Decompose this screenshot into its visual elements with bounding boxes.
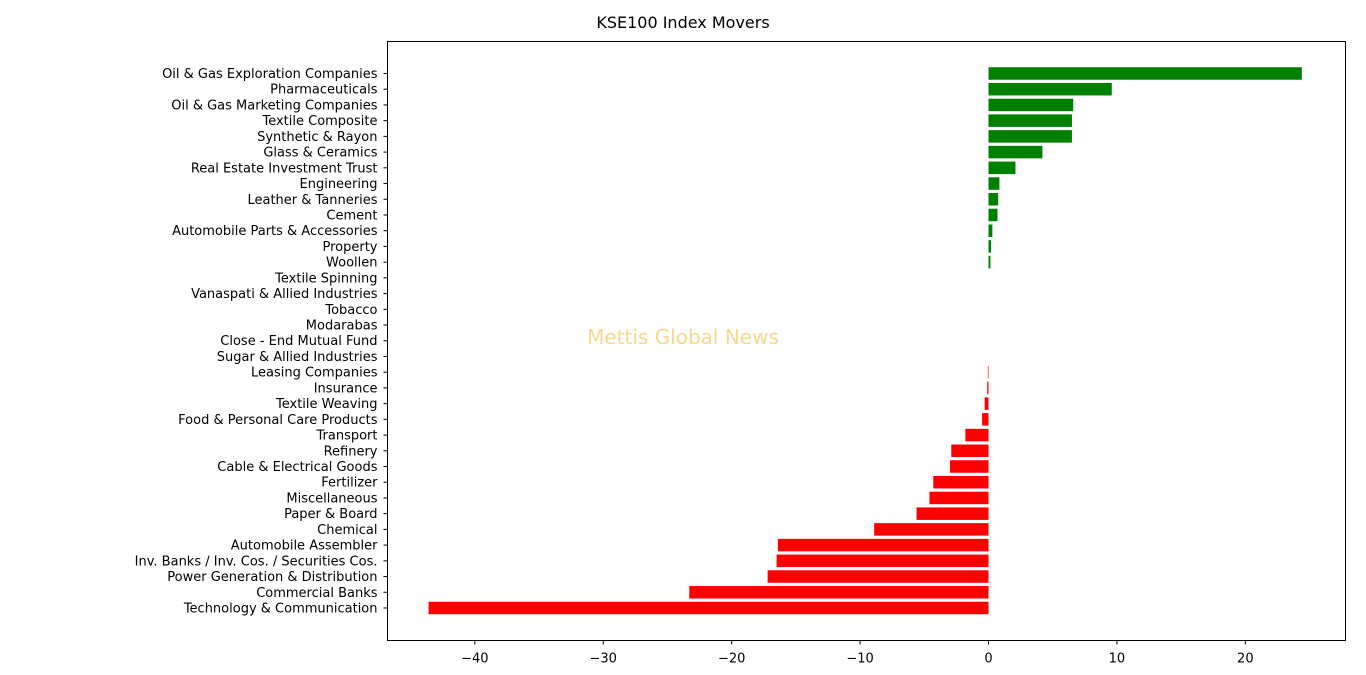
bar <box>777 538 989 552</box>
bar <box>776 554 989 568</box>
category-label: Leather & Tanneries <box>247 193 377 208</box>
x-axis-ticks: −40 −30 −20 −10 0 10 20 <box>461 640 1254 667</box>
category-label: Oil & Gas Exploration Companies <box>162 67 378 82</box>
x-tick-label: 20 <box>1237 652 1254 667</box>
category-label: Automobile Parts & Accessories <box>172 224 378 239</box>
bar <box>916 507 989 520</box>
bar <box>988 114 1072 127</box>
bar <box>988 130 1072 143</box>
category-label: Tobacco <box>324 303 377 318</box>
bar <box>965 428 989 442</box>
bar <box>949 460 989 473</box>
category-label: Glass & Ceramics <box>263 146 377 161</box>
bar <box>984 397 989 410</box>
bar <box>988 224 993 237</box>
watermark-text: Mettis Global News <box>587 325 779 349</box>
category-label: Insurance <box>314 381 378 396</box>
category-label: Sugar & Allied Industries <box>217 350 378 365</box>
bar <box>988 161 1016 175</box>
bar <box>988 145 1043 159</box>
bar <box>988 177 1000 190</box>
bar <box>982 413 989 426</box>
bar <box>988 98 1074 112</box>
bars-group <box>428 67 1302 615</box>
category-label: Leasing Companies <box>251 366 378 381</box>
category-label: Technology & Communication <box>183 601 378 616</box>
category-label: Commercial Banks <box>256 586 378 601</box>
x-tick-label: −10 <box>846 652 873 667</box>
bar <box>874 523 989 536</box>
bar <box>988 208 998 222</box>
x-tick-label: 0 <box>984 652 992 667</box>
category-label: Chemical <box>317 523 377 538</box>
category-label: Fertilizer <box>321 476 378 491</box>
category-label: Woollen <box>326 256 377 271</box>
category-label: Inv. Banks / Inv. Cos. / Securities Cos. <box>135 554 378 569</box>
bar <box>951 444 989 458</box>
category-label: Food & Personal Care Products <box>178 413 378 428</box>
bar <box>987 365 989 379</box>
bar <box>987 381 989 395</box>
category-label: Synthetic & Rayon <box>257 130 377 145</box>
category-label: Pharmaceuticals <box>270 83 378 98</box>
category-label: Close - End Mutual Fund <box>220 334 377 349</box>
bar <box>428 601 989 615</box>
x-tick-label: −40 <box>461 652 488 667</box>
bar <box>988 67 1302 80</box>
category-labels: Oil & Gas Exploration CompaniesPharmaceu… <box>135 67 388 616</box>
category-label: Property <box>322 240 377 255</box>
category-label: Textile Weaving <box>275 397 378 412</box>
category-label: Oil & Gas Marketing Companies <box>171 98 377 113</box>
category-label: Transport <box>315 429 377 444</box>
bar <box>767 570 989 583</box>
category-label: Engineering <box>300 177 378 192</box>
x-tick-label: −20 <box>718 652 745 667</box>
category-label: Power Generation & Distribution <box>167 570 377 585</box>
category-label: Vanaspati & Allied Industries <box>191 287 378 302</box>
x-tick-label: 10 <box>1109 652 1126 667</box>
category-label: Automobile Assembler <box>231 539 378 554</box>
category-label: Real Estate Investment Trust <box>191 161 378 176</box>
bar <box>929 491 989 505</box>
bar <box>988 82 1112 96</box>
bar <box>988 240 992 253</box>
category-label: Cement <box>326 208 377 223</box>
chart-title: KSE100 Index Movers <box>596 13 769 32</box>
bar <box>933 475 989 489</box>
category-label: Modarabas <box>306 319 378 334</box>
bar <box>988 193 999 206</box>
x-tick-label: −30 <box>590 652 617 667</box>
bar <box>988 255 991 269</box>
category-label: Miscellaneous <box>286 491 377 506</box>
category-label: Textile Spinning <box>274 271 377 286</box>
category-label: Textile Composite <box>261 114 377 129</box>
bar <box>689 586 989 599</box>
category-label: Refinery <box>324 444 378 459</box>
category-label: Cable & Electrical Goods <box>217 460 377 475</box>
category-label: Paper & Board <box>284 507 377 522</box>
